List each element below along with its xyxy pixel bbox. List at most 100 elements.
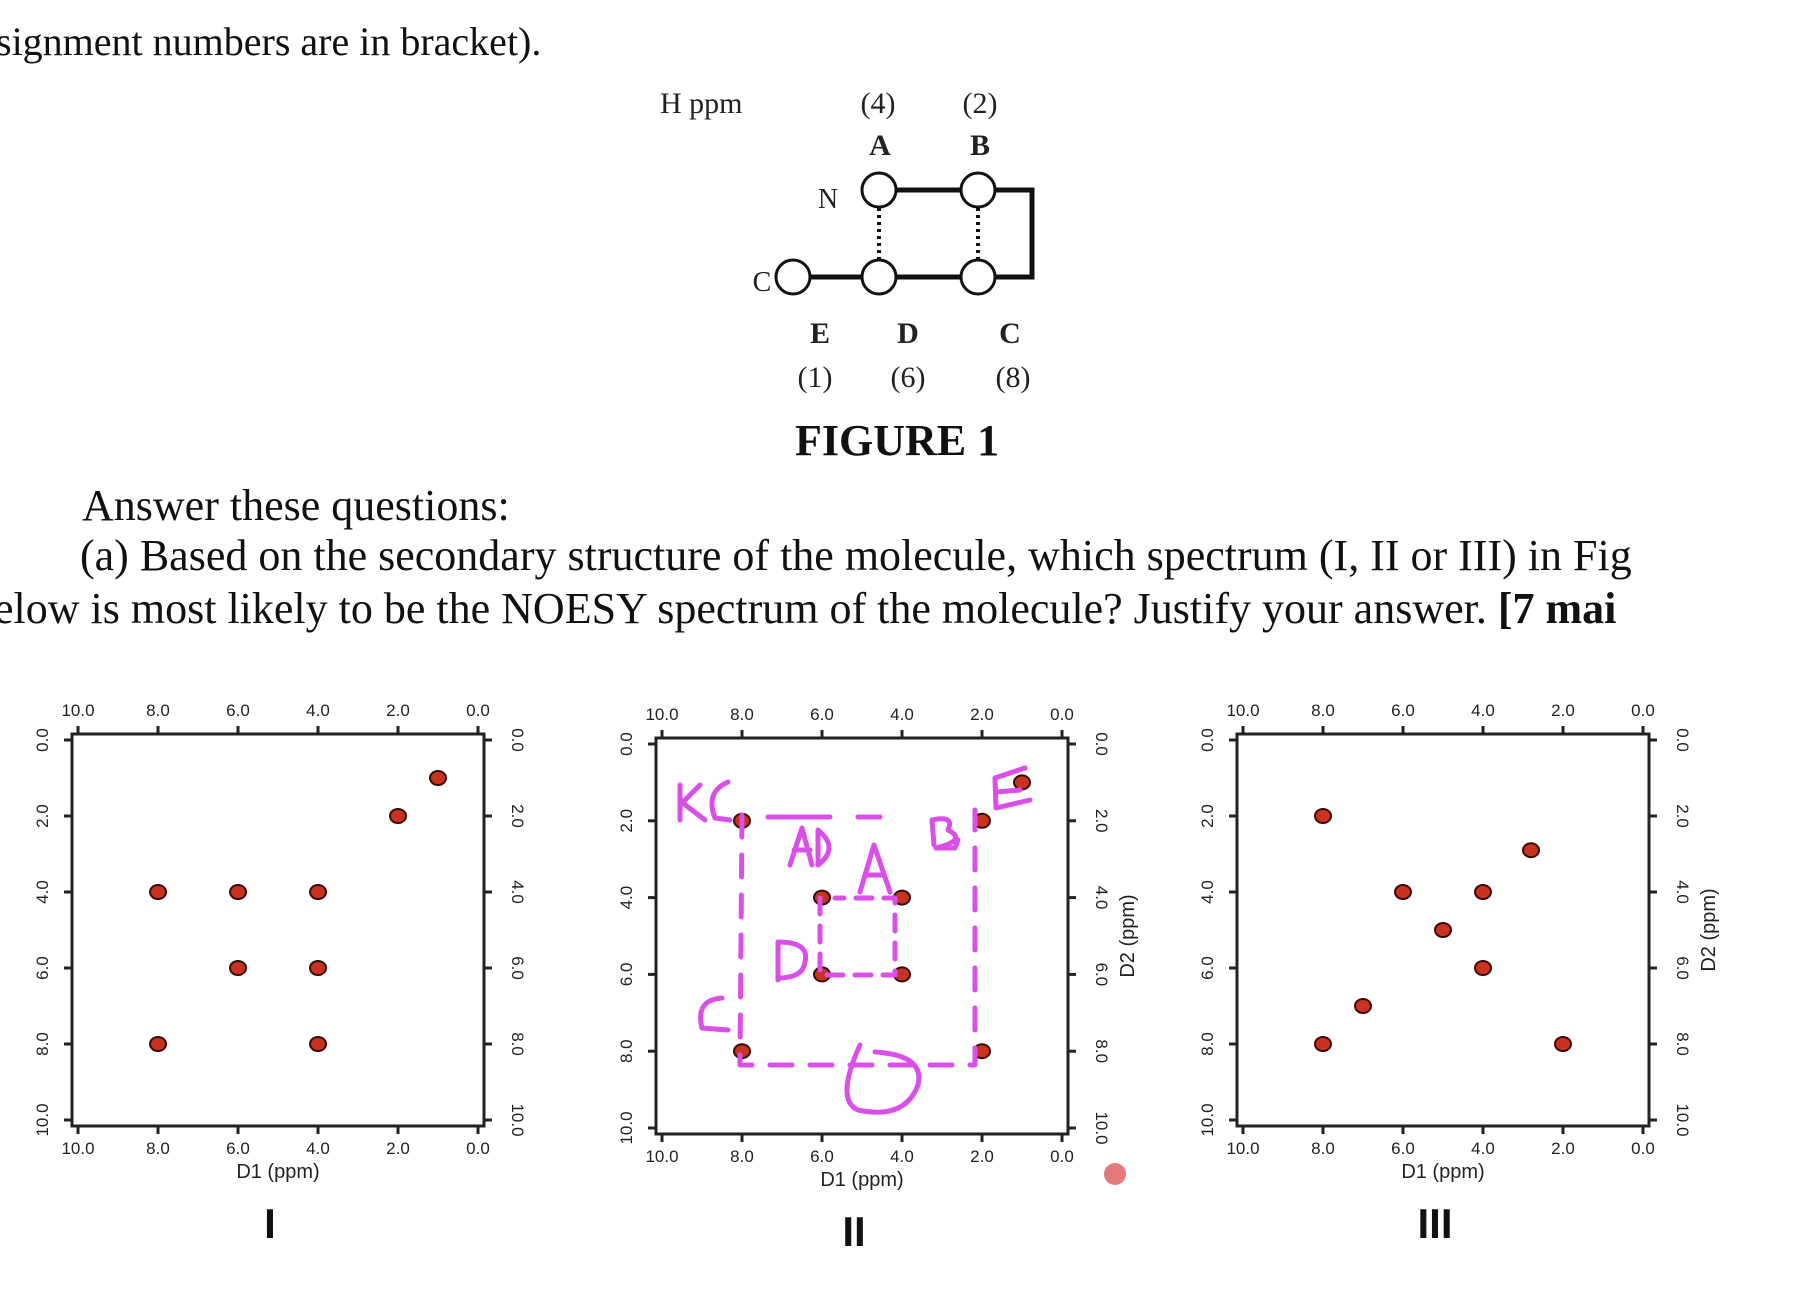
node-b-number: (2) <box>963 87 998 120</box>
spectra-figure: 10.0 10.0 10.0 10.0 8.0 8.0 8.0 8.0 6.0 6.0 6.0 6.0… <box>33 701 1720 1255</box>
panel-1-tick-label-bottom: 8.0 <box>146 1139 170 1158</box>
panel-2-tick-label-right: 0.0 <box>1092 732 1111 756</box>
panel-3-tick-label-left: 6.0 <box>1198 956 1217 980</box>
cursor-indicator <box>1104 1163 1126 1185</box>
node-c <box>959 258 997 296</box>
panel-2-xlabel: D1 (ppm) <box>820 1169 903 1191</box>
node-d-number: (6) <box>891 361 926 394</box>
panel-1-tick-label-left: 0.0 <box>33 728 52 752</box>
panel-2-cross-peak <box>973 1043 991 1060</box>
panel-1-cross-peak <box>229 960 247 976</box>
panel-2-frame <box>654 736 1070 1136</box>
panel-1-tick-label-top: 4.0 <box>306 701 330 720</box>
node-d <box>860 258 898 296</box>
panel-2-cross-peak <box>733 1043 751 1060</box>
panel-2-tick-label-right: 8.0 <box>1092 1039 1111 1063</box>
panel-1-cross-peak <box>429 770 447 786</box>
panel-3-label: III <box>1417 1200 1452 1247</box>
panel-2-tick-label-left: 6.0 <box>617 963 636 987</box>
panel-3-tick-label-right: 0.0 <box>1673 728 1692 752</box>
panel-1-cross-peak <box>309 884 327 900</box>
figure1-caption: FIGURE 1 <box>795 416 1000 465</box>
panel-2-tick-label-top: 4.0 <box>890 705 914 724</box>
panel-1-tick-label-left: 4.0 <box>33 880 52 904</box>
panel-3-tick-label-right: 10.0 <box>1673 1103 1692 1136</box>
panel-1-xlabel: D1 (ppm) <box>236 1161 319 1183</box>
panel-1-tick-label-bottom: 6.0 <box>226 1139 250 1158</box>
panel-1-cross-peak <box>229 884 247 900</box>
panel-3-cross-peak <box>1474 960 1492 976</box>
panel-1-cross-peak <box>309 960 327 976</box>
n-terminus-label: N <box>818 184 838 215</box>
panel-1-tick-label-top: 2.0 <box>386 701 410 720</box>
panel-2-tick-label-bottom: 6.0 <box>810 1147 834 1166</box>
panel-1-tick-label-right: 4.0 <box>508 880 527 904</box>
node-e-label: E <box>810 317 830 350</box>
panel-3-tick-label-right: 8.0 <box>1673 1032 1692 1056</box>
bond-b-c <box>995 187 1035 280</box>
panel-1-tick-label-right: 2.0 <box>508 804 527 828</box>
panel-3-tick-label-top: 8.0 <box>1311 701 1335 720</box>
panel-1-cross-peak <box>389 808 407 824</box>
panel-2-tick-label-top: 8.0 <box>730 705 754 724</box>
panel-1-frame <box>70 732 486 1128</box>
node-a <box>860 171 898 209</box>
panel-1-cross-peak <box>149 1036 167 1052</box>
panel-2-cross-peak <box>813 966 831 983</box>
panel-3-tick-label-top: 2.0 <box>1551 701 1575 720</box>
panel-2-cross-peak <box>1013 774 1031 791</box>
panel-2-cross-peak <box>973 812 991 829</box>
panel-2-tick-label-right: 6.0 <box>1092 963 1111 987</box>
panel-1-tick-label-left: 10.0 <box>33 1103 52 1136</box>
panel-3-tick-label-left: 10.0 <box>1198 1103 1217 1136</box>
node-b-label: B <box>970 129 990 162</box>
panel-2-tick-label-left: 8.0 <box>617 1039 636 1063</box>
panel-3-cross-peak <box>1314 1036 1332 1052</box>
panel-1-tick-label-right: 0.0 <box>508 728 527 752</box>
panel-2-tick-label-bottom: 10.0 <box>645 1147 678 1166</box>
panel-3-xlabel: D1 (ppm) <box>1401 1161 1484 1183</box>
panel-2-tick-label-bottom: 2.0 <box>970 1147 994 1166</box>
panel-2-label: II <box>842 1208 865 1255</box>
panel-3-tick-label-bottom: 2.0 <box>1551 1139 1575 1158</box>
node-b <box>959 171 997 209</box>
panel-2-cross-peak <box>893 889 911 906</box>
question-a-line2-text: elow is most likely to be the NOESY spec… <box>0 584 1487 633</box>
panel-3-frame <box>1235 732 1651 1128</box>
panel-1-cross-peak <box>309 1036 327 1052</box>
panel-2-tick-label-bottom: 4.0 <box>890 1147 914 1166</box>
panel-1-tick-label-top: 6.0 <box>226 701 250 720</box>
node-e-number: (1) <box>798 361 833 394</box>
panel-2-cross-peak <box>813 889 831 906</box>
panel-2-tick-label-right: 4.0 <box>1092 886 1111 910</box>
panel-1-tick-label-bottom: 2.0 <box>386 1139 410 1158</box>
panel-1-tick-label-left: 6.0 <box>33 956 52 980</box>
panel-3-tick-label-right: 2.0 <box>1673 804 1692 828</box>
panel-3-tick-label-bottom: 4.0 <box>1471 1139 1495 1158</box>
panel-2-tick-label-left: 10.0 <box>617 1111 636 1144</box>
panel-3-tick-label-left: 2.0 <box>1198 804 1217 828</box>
panel-3-tick-label-bottom: 0.0 <box>1631 1139 1655 1158</box>
panel-3-cross-peak <box>1554 1036 1572 1052</box>
panel-3-cross-peak <box>1394 884 1412 900</box>
panel-2-tick-label-top: 10.0 <box>645 705 678 724</box>
panel-2-tick-label-left: 4.0 <box>617 886 636 910</box>
question-a-line2: elow is most likely to be the NOESY spec… <box>0 583 1616 634</box>
panel-3-tick-label-right: 4.0 <box>1673 880 1692 904</box>
panel-2-tick-label-top: 6.0 <box>810 705 834 724</box>
panel-3-tick-label-top: 0.0 <box>1631 701 1655 720</box>
panel-2-tick-label-bottom: 8.0 <box>730 1147 754 1166</box>
panel-3-cross-peak <box>1354 998 1372 1014</box>
node-a-label: A <box>869 129 891 162</box>
panel-1-tick-label-bottom: 10.0 <box>61 1139 94 1158</box>
panel-3-tick-label-top: 10.0 <box>1226 701 1259 720</box>
c-terminus-label: C <box>753 267 772 298</box>
panel-2-cross-peak <box>733 812 751 829</box>
node-e <box>774 258 812 296</box>
panel-3-cross-peak <box>1522 842 1540 859</box>
panel-3-cross-peak <box>1434 922 1452 938</box>
panel-1-tick-label-bottom: 4.0 <box>306 1139 330 1158</box>
panel-3-tick-label-left: 4.0 <box>1198 880 1217 904</box>
panel-3-tick-label-bottom: 8.0 <box>1311 1139 1335 1158</box>
panel-3-tick-label-bottom: 6.0 <box>1391 1139 1415 1158</box>
